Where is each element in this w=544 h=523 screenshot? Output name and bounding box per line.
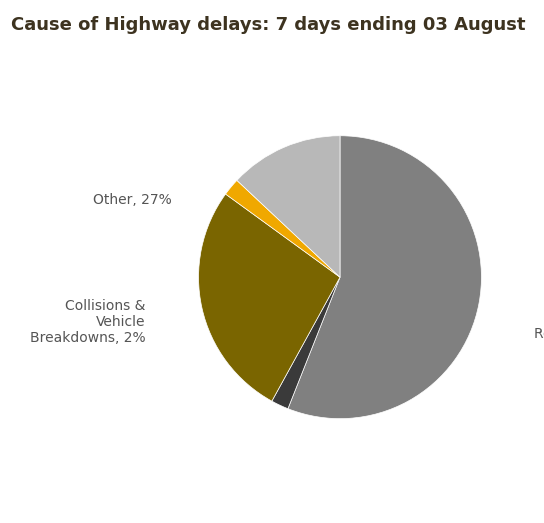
- Wedge shape: [237, 136, 340, 277]
- Wedge shape: [226, 180, 340, 277]
- Text: Roadworks, 56%: Roadworks, 56%: [535, 327, 544, 342]
- Text: Cause of Highway delays: 7 days ending 03 August: Cause of Highway delays: 7 days ending 0…: [11, 16, 526, 33]
- Text: Collisions &
Vehicle
Breakdowns, 2%: Collisions & Vehicle Breakdowns, 2%: [30, 299, 145, 345]
- Wedge shape: [288, 136, 481, 418]
- Wedge shape: [272, 277, 340, 408]
- Text: Other, 27%: Other, 27%: [93, 192, 172, 207]
- Wedge shape: [199, 194, 340, 401]
